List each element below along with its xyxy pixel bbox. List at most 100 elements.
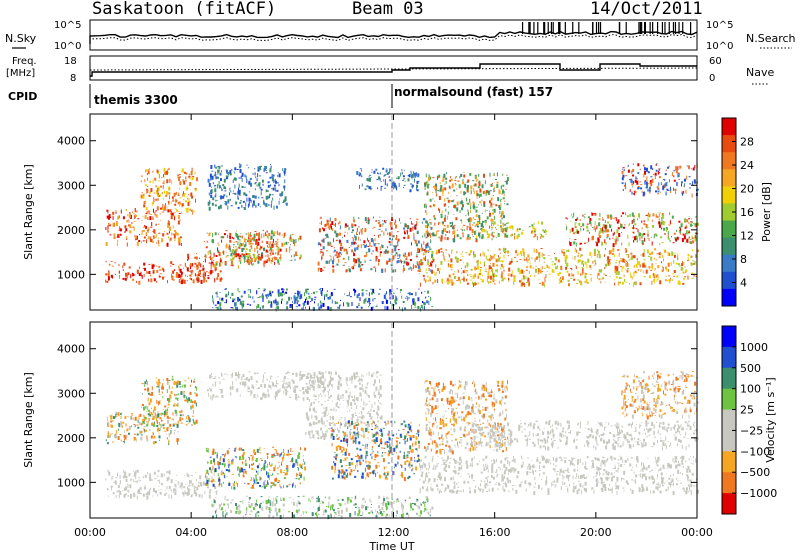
scatter-cells (424, 172, 509, 243)
y-tick-label: 3000 (57, 179, 85, 192)
scatter-cells (469, 420, 699, 451)
scatter-region-2 (141, 375, 198, 428)
x-tick-label: 00:00 (74, 526, 106, 539)
scatter-cells (212, 288, 430, 311)
scatter-cells (207, 164, 288, 209)
scatter-region-6 (330, 420, 420, 482)
scatter-region-7 (317, 216, 434, 273)
scatter-region-5 (229, 232, 302, 265)
y-tick-label: 1000 (57, 268, 85, 281)
scatter-cells (141, 167, 197, 216)
colorbar-swatch (722, 220, 736, 239)
scatter-cells (424, 173, 508, 243)
scatter-region-10 (419, 247, 699, 288)
scatter-cells (621, 371, 698, 420)
nsky-label: N.Sky (5, 32, 37, 45)
scatter-cells (320, 216, 433, 272)
scatter-region-5 (305, 371, 383, 441)
colorbar-tick-label: −25 (740, 424, 763, 437)
colorbar-tick-label: 20 (740, 183, 754, 196)
velocity-colorbar-label: Velocity [m s⁻¹] (764, 377, 777, 462)
colorbar-tick-label: 4 (740, 277, 747, 290)
freq-line (90, 63, 697, 77)
scatter-cells (330, 420, 420, 481)
scatter-cells (106, 261, 210, 285)
scatter-cells (419, 455, 699, 496)
x-tick-label: 20:00 (580, 526, 612, 539)
nsky-tick-top: 10^5 (54, 20, 81, 31)
y-tick-label: 2000 (57, 224, 85, 237)
colorbar-tick-label: 12 (740, 230, 754, 243)
y-tick-label: 3000 (57, 387, 85, 400)
scatter-cells (621, 163, 698, 197)
scatter-cells (424, 172, 509, 241)
scatter-cells (105, 207, 181, 247)
colorbar-swatch (722, 254, 736, 273)
scatter-cells (107, 208, 182, 247)
scatter-cells (317, 218, 431, 273)
scatter-cells (105, 469, 218, 500)
scatter-cells (622, 163, 698, 196)
cpid-mode-2: normalsound (fast) 157 (394, 85, 553, 99)
y-tick-label: 4000 (57, 343, 85, 356)
nsearch-line (89, 33, 698, 47)
x-tick-label: 16:00 (479, 526, 511, 539)
nsky-panel: N.Sky 10^5 10^0 10^5 10^0 N.Search (5, 19, 796, 52)
colorbar-swatch (722, 237, 736, 256)
colorbar-tick-label: 25 (740, 404, 754, 417)
scatter-cells (212, 495, 434, 520)
scatter-cells (565, 212, 698, 248)
scatter-cells (621, 371, 699, 419)
x-tick-label: 00:00 (681, 526, 713, 539)
scatter-region-4 (203, 229, 282, 269)
colorbar-tick-label: 28 (740, 136, 754, 149)
freq-unit: [MHz] (6, 68, 35, 79)
scatter-region-14 (212, 288, 434, 312)
colorbar-swatch (722, 430, 736, 452)
nave-tick-top: 60 (709, 56, 722, 67)
scatter-cells (105, 261, 212, 284)
colorbar-swatch (722, 203, 736, 222)
colorbar-tick-label: 500 (740, 362, 761, 375)
scatter-cells (105, 207, 181, 247)
scatter-cells (565, 212, 699, 247)
scatter-region-2 (140, 167, 198, 216)
scatter-region-4 (206, 371, 333, 402)
y-tick-label: 4000 (57, 135, 85, 148)
nsearch-label: N.Search (746, 32, 796, 45)
scatter-region-10 (621, 371, 699, 420)
nsearch-tick-top: 10^5 (706, 20, 733, 31)
scatter-cells (204, 447, 305, 490)
x-tick-label: 12:00 (378, 526, 410, 539)
colorbar-tick-label: 1000 (740, 341, 768, 354)
colorbar-swatch (722, 346, 736, 369)
power-colorbar-label: Power [dB] (760, 182, 773, 242)
power-ylabel: Slant Range [km] (22, 164, 35, 260)
scatter-cells (356, 168, 420, 191)
scatter-cells (566, 212, 697, 246)
scatter-cells (359, 171, 418, 191)
scatter-cells (187, 253, 223, 282)
colorbar-swatch (722, 135, 736, 153)
scatter-cells (419, 247, 699, 287)
scatter-cells (213, 288, 430, 311)
colorbar-tick-label: −1000 (740, 487, 777, 500)
colorbar-swatch (722, 186, 736, 204)
scatter-cells (108, 411, 179, 445)
colorbar-tick-label: −100 (740, 445, 770, 458)
freq-label: Freq. (12, 56, 37, 67)
colorbar-tick-label: −500 (740, 466, 770, 479)
scatter-cells (208, 163, 286, 209)
scatter-region-8 (356, 167, 420, 193)
beam-label: Beam 03 (352, 0, 424, 19)
scatter-region-13 (621, 163, 699, 198)
colorbar-swatch (722, 271, 736, 290)
scatter-region-9 (424, 172, 509, 243)
nsky-tick-bottom: 10^0 (54, 41, 81, 52)
scatter-cells (229, 233, 297, 264)
nsearch-tick-bottom: 10^0 (706, 41, 733, 52)
colorbar-frame (721, 325, 737, 515)
scatter-cells (424, 380, 509, 455)
colorbar-tick-label: 24 (740, 159, 754, 172)
